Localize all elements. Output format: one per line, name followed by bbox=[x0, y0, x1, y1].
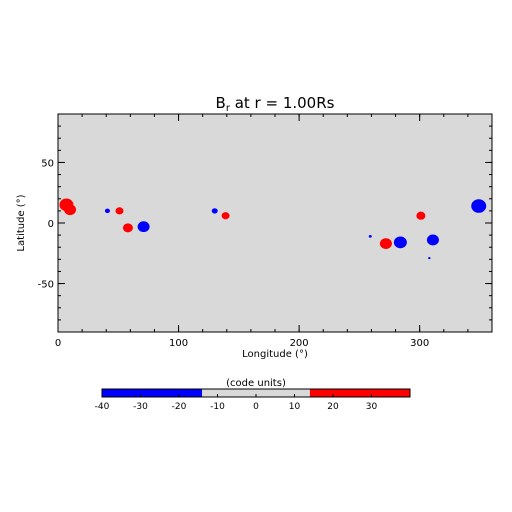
title-rest: at r = 1.00Rs bbox=[230, 94, 335, 112]
region-positive bbox=[221, 212, 230, 220]
y-axis-ticks: -50 0 50 bbox=[38, 125, 492, 321]
colorbar-tick-label: 10 bbox=[289, 402, 301, 412]
colorbar bbox=[102, 389, 410, 397]
y-tick-label: -50 bbox=[38, 280, 54, 291]
y-axis-label: Latitude (°) bbox=[16, 194, 27, 251]
colorbar-tick-label: 0 bbox=[253, 402, 259, 412]
x-axis-label: Longitude (°) bbox=[242, 349, 308, 360]
y-tick-label: 0 bbox=[48, 219, 54, 230]
colorbar-label: (code units) bbox=[226, 378, 286, 389]
region-positive bbox=[379, 238, 392, 249]
region-negative bbox=[211, 208, 218, 214]
x-tick-label: 300 bbox=[410, 338, 429, 349]
colorbar-ticks: -40 -30 -20 -10 0 10 20 30 bbox=[95, 394, 378, 412]
region-negative bbox=[393, 236, 407, 249]
active-regions bbox=[59, 198, 487, 260]
region-positive bbox=[64, 204, 77, 216]
x-axis-ticks: 0 100 200 300 bbox=[55, 114, 469, 349]
colorbar-tick-label: 20 bbox=[327, 402, 339, 412]
colorbar-segment bbox=[309, 389, 410, 397]
region-negative bbox=[368, 234, 372, 238]
title-main: B bbox=[216, 94, 226, 112]
title-subscript: r bbox=[226, 103, 231, 114]
colorbar-tick-label: 30 bbox=[366, 402, 378, 412]
chart-title: Br at r = 1.00Rs bbox=[216, 94, 335, 114]
y-tick-label: 50 bbox=[41, 158, 54, 169]
region-negative bbox=[104, 208, 110, 214]
x-tick-label: 200 bbox=[290, 338, 309, 349]
region-negative bbox=[426, 234, 439, 246]
colorbar-tick-label: -40 bbox=[95, 402, 110, 412]
region-negative bbox=[471, 199, 487, 213]
x-tick-label: 0 bbox=[55, 338, 61, 349]
colorbar-tick-label: -30 bbox=[133, 402, 148, 412]
plot-area bbox=[58, 114, 492, 332]
colorbar-segment bbox=[202, 389, 310, 397]
region-positive bbox=[416, 211, 426, 220]
colorbar-tick-label: -10 bbox=[210, 402, 225, 412]
region-positive bbox=[122, 223, 133, 233]
region-negative bbox=[137, 221, 150, 233]
colorbar-tick-label: -20 bbox=[172, 402, 187, 412]
x-tick-label: 100 bbox=[169, 338, 188, 349]
colorbar-segment bbox=[102, 389, 203, 397]
region-negative bbox=[428, 257, 431, 260]
region-positive bbox=[115, 207, 124, 215]
